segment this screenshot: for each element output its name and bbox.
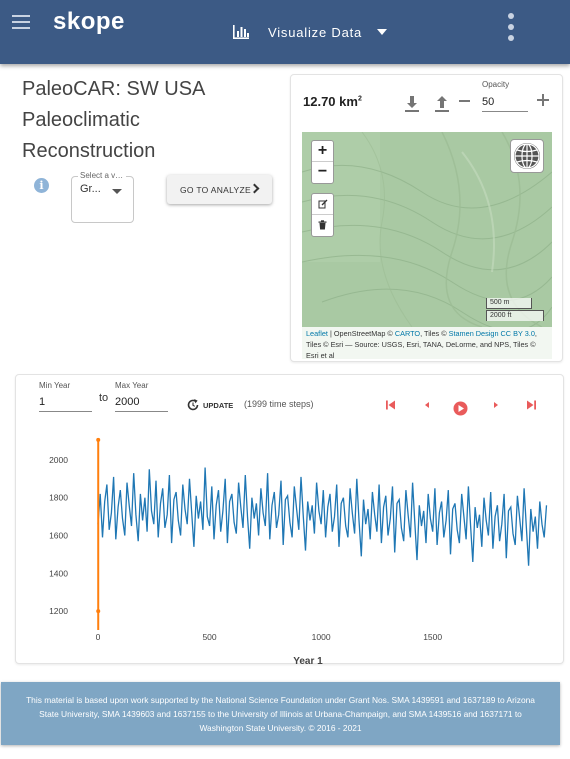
footer: This material is based upon work support… <box>1 682 560 745</box>
step-back-icon[interactable] <box>422 400 432 410</box>
attribution-rest: , Tiles © Esri — Source: USGS, Esri, TAN… <box>306 329 537 359</box>
scale-imperial: 2000 ft <box>486 310 544 321</box>
skip-to-end-icon[interactable] <box>525 400 537 410</box>
app-logo[interactable]: skope <box>53 8 125 35</box>
edit-icon[interactable] <box>312 194 333 215</box>
x-axis-label: Year 1 <box>293 656 323 665</box>
opacity-input[interactable] <box>482 92 528 112</box>
opacity-label: Opacity <box>482 80 510 89</box>
upload-icon[interactable] <box>434 95 450 113</box>
variable-select[interactable]: Select a variable Gr... <box>71 171 134 223</box>
bar-chart-icon <box>233 25 249 39</box>
map-scale-bar: 500 m 2000 ft <box>486 298 544 321</box>
footer-text: This material is based upon work support… <box>26 695 535 733</box>
stamen-link[interactable]: Stamen Design <box>448 329 499 338</box>
dataset-title-line-2: Paleoclimatic <box>22 109 140 131</box>
timeseries-panel: Min Year to Max Year UPDATE (1999 time s… <box>15 374 565 665</box>
go-to-analyze-label: GO TO ANALYZE <box>180 184 251 195</box>
step-forward-icon[interactable] <box>491 400 501 410</box>
series-line <box>97 467 548 566</box>
variable-select-legend: Select a variable <box>78 171 126 180</box>
y-tick-label-2: 1600 <box>49 531 68 541</box>
map-draw-control <box>311 193 334 237</box>
opacity-decrease-icon[interactable] <box>459 100 470 102</box>
visualize-data-label: Visualize Data <box>268 24 363 40</box>
dataset-title: PaleoCAR: SW USA Paleoclimatic Reconstru… <box>22 74 272 167</box>
cc-by-link[interactable]: CC BY 3.0 <box>500 329 535 338</box>
leaflet-link[interactable]: Leaflet <box>306 329 328 338</box>
scale-metric: 500 m <box>486 298 532 309</box>
y-tick-label-3: 1800 <box>49 493 68 503</box>
map-view[interactable]: + − 500 m 2000 ft Leaf <box>302 132 552 359</box>
hamburger-menu-icon[interactable] <box>12 14 30 30</box>
caret-down-icon <box>377 29 388 35</box>
more-vertical-icon[interactable] <box>506 13 516 41</box>
x-tick-label-0: 0 <box>96 632 101 642</box>
carto-link[interactable]: CARTO <box>394 329 421 338</box>
play-icon[interactable] <box>453 401 468 416</box>
variable-select-value: Gr... <box>80 183 101 195</box>
timeseries-chart[interactable]: 1200 1400 1600 1800 2000 0 500 1000 1500 Year 1 <box>16 435 565 665</box>
app-bar: skope Visualize Data <box>0 0 570 64</box>
min-year-label: Min Year <box>39 381 71 390</box>
time-steps-count: (1999 time steps) <box>244 399 314 409</box>
y-tick-label-4: 2000 <box>49 455 68 465</box>
x-tick-label-1: 500 <box>202 632 216 642</box>
update-button[interactable]: UPDATE <box>186 397 233 413</box>
zoom-in-button[interactable]: + <box>312 141 333 162</box>
to-label: to <box>99 392 109 404</box>
trash-icon[interactable] <box>312 215 333 236</box>
visualize-data-menu[interactable]: Visualize Data <box>232 20 388 44</box>
layers-globe-icon[interactable] <box>510 139 544 173</box>
selected-area: 12.70 km2 <box>303 94 362 109</box>
max-year-label: Max Year <box>115 381 149 390</box>
y-tick-label-0: 1200 <box>49 606 68 616</box>
refresh-icon <box>187 399 199 411</box>
skip-to-start-icon[interactable] <box>385 400 397 410</box>
update-label: UPDATE <box>203 400 234 410</box>
dataset-title-line-3: Reconstruction <box>22 140 156 162</box>
zoom-out-button[interactable]: − <box>317 163 328 180</box>
x-tick-label-2: 1000 <box>312 632 331 642</box>
x-tick-label-3: 1500 <box>423 632 442 642</box>
min-year-input[interactable] <box>39 392 92 412</box>
cursor-handle-top[interactable] <box>96 437 101 442</box>
download-icon[interactable] <box>404 95 420 113</box>
max-year-input[interactable] <box>115 392 168 412</box>
chevron-right-icon <box>249 183 260 194</box>
cursor-handle-bottom[interactable] <box>96 609 101 614</box>
attribution-osm: | OpenStreetMap © <box>327 329 395 338</box>
info-icon[interactable]: i <box>34 178 49 193</box>
map-zoom-control: + − <box>311 140 334 184</box>
dataset-title-line-1: PaleoCAR: SW USA <box>22 78 206 100</box>
go-to-analyze-button[interactable]: GO TO ANALYZE <box>167 175 272 204</box>
map-panel: 12.70 km2 Opacity + − <box>290 74 563 362</box>
attribution-tiles: , Tiles © <box>420 329 449 338</box>
area-unit-exponent: 2 <box>357 95 362 103</box>
opacity-increase-icon[interactable] <box>537 94 549 106</box>
map-attribution: Leaflet | OpenStreetMap © CARTO, Tiles ©… <box>302 327 552 359</box>
y-tick-label-1: 1400 <box>49 568 68 578</box>
area-value: 12.70 km <box>303 94 358 109</box>
caret-down-icon <box>112 189 122 194</box>
